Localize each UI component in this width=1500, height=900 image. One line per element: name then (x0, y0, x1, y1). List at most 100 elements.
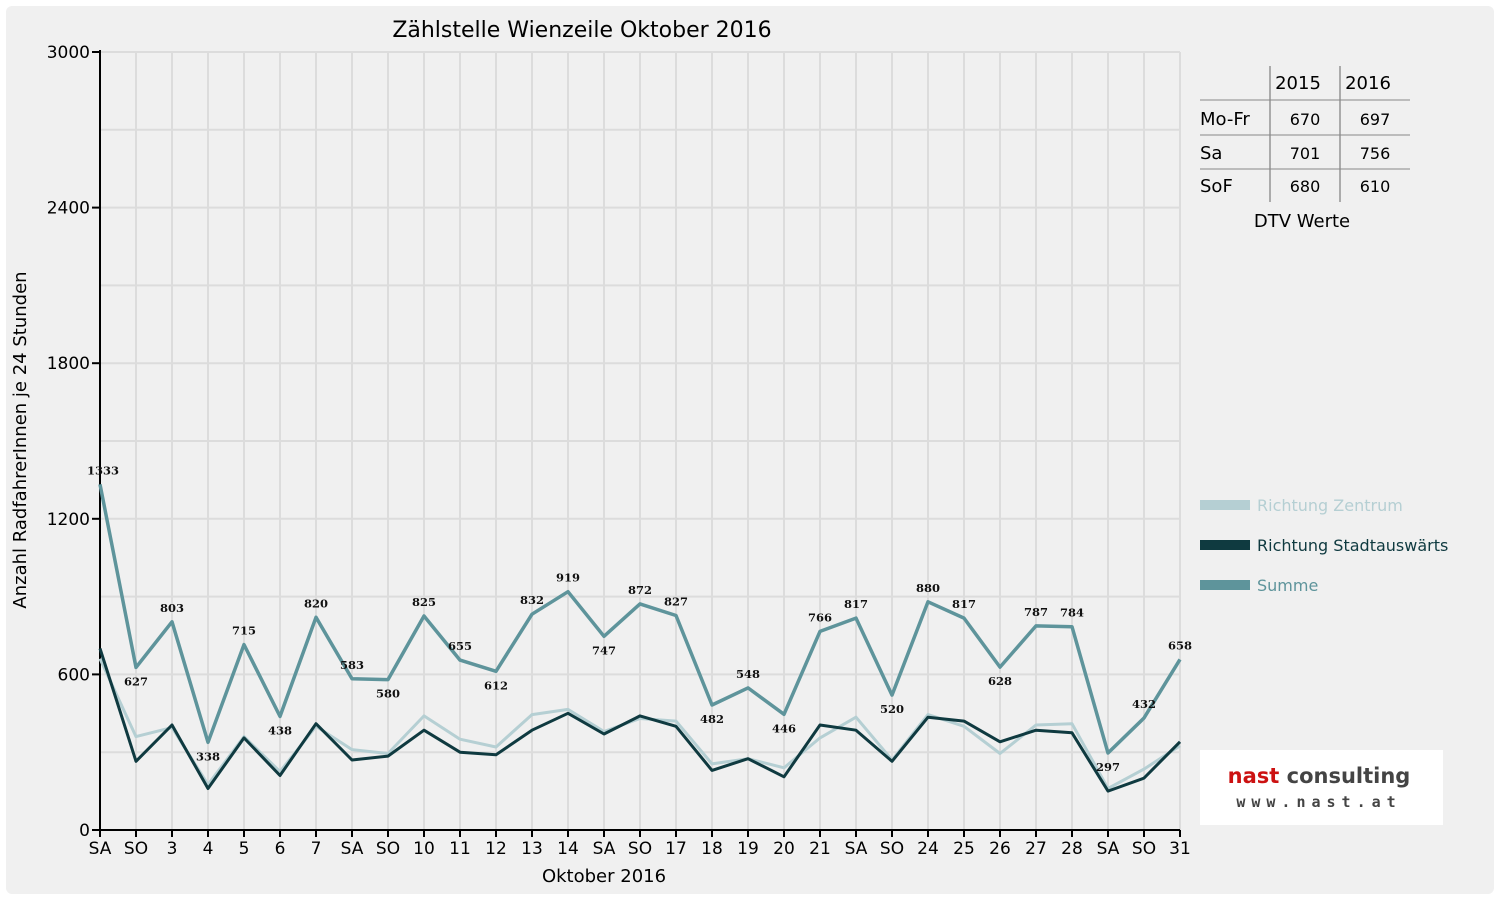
dtv-cell: 697 (1360, 110, 1391, 129)
x-tick-label: 25 (953, 839, 975, 859)
x-tick-label: 21 (809, 839, 831, 859)
data-label: 583 (340, 658, 364, 672)
x-tick-label: 5 (239, 839, 250, 859)
x-tick-label: 31 (1169, 839, 1191, 859)
series-line-stadtauswaerts (98, 648, 1182, 793)
x-tick-label: 7 (311, 839, 322, 859)
dtv-col-2015: 2015 (1275, 73, 1321, 94)
legend: Richtung Zentrum Richtung Stadtauswärts … (1200, 496, 1448, 595)
data-label: 919 (556, 571, 580, 585)
x-ticks: SA SO 3 4 5 6 7 SA SO 10 11 12 13 14 SA SO 17 18 19 20 21 SA S… (89, 830, 1191, 859)
x-tick-label: SO (376, 839, 400, 859)
data-label: 655 (448, 639, 472, 653)
x-tick-label: 10 (413, 839, 435, 859)
logo-wordmark: nast consulting (1228, 764, 1411, 788)
data-label: 715 (232, 624, 256, 638)
data-label: 580 (376, 687, 400, 701)
data-label: 747 (592, 643, 616, 657)
x-tick-label: SA (845, 839, 868, 859)
series-line-summe (98, 483, 1182, 755)
data-label: 820 (304, 596, 328, 610)
data-label: 482 (700, 712, 724, 726)
legend-label-zentrum: Richtung Zentrum (1257, 496, 1403, 515)
data-label: 817 (952, 597, 976, 611)
dtv-caption: DTV Werte (1254, 211, 1350, 232)
x-tick-label: 3 (167, 839, 178, 859)
data-label: 880 (916, 581, 940, 595)
data-label: 432 (1132, 697, 1156, 711)
dtv-cell: 756 (1360, 144, 1391, 163)
legend-label-summe: Summe (1257, 576, 1318, 595)
x-tick-label: 11 (449, 839, 471, 859)
dtv-row-label: SoF (1200, 176, 1233, 197)
x-tick-label: SO (880, 839, 904, 859)
x-tick-label: 12 (485, 839, 507, 859)
data-label: 1333 (87, 463, 119, 477)
y-tick-label: 3000 (47, 43, 90, 63)
dtv-col-2016: 2016 (1345, 73, 1391, 94)
x-tick-label: 20 (773, 839, 795, 859)
data-label: 438 (268, 723, 292, 737)
x-tick-label: SA (89, 839, 112, 859)
data-label: 827 (664, 595, 688, 609)
y-tick-label: 1800 (47, 354, 90, 374)
x-tick-label: SO (1132, 839, 1156, 859)
dtv-cell: 701 (1290, 144, 1321, 163)
data-label: 817 (844, 597, 868, 611)
y-tick-label: 1200 (47, 510, 90, 530)
logo-url: www.nast.at (1236, 793, 1401, 811)
data-label: 832 (520, 593, 544, 607)
x-tick-label: 19 (737, 839, 759, 859)
x-tick-label: 27 (1025, 839, 1047, 859)
x-tick-label: 26 (989, 839, 1011, 859)
grid (100, 51, 1181, 830)
data-label: 297 (1096, 760, 1120, 774)
x-tick-label: SA (341, 839, 364, 859)
data-label: 803 (160, 601, 184, 615)
x-tick-label: 4 (203, 839, 214, 859)
dtv-cell: 680 (1290, 177, 1321, 196)
data-label: 338 (196, 749, 220, 763)
legend-swatch-stadtauswaerts (1200, 540, 1250, 550)
legend-swatch-summe (1200, 580, 1250, 590)
dtv-cell: 670 (1290, 110, 1321, 129)
chart-title: Zählstelle Wienzeile Oktober 2016 (392, 18, 771, 43)
dtv-row-label: Mo-Fr (1200, 109, 1250, 130)
y-axis-label: Anzahl RadfahrerInnen je 24 Stunden (10, 271, 31, 608)
data-label: 627 (124, 674, 148, 688)
legend-label-stadtauswaerts: Richtung Stadtauswärts (1257, 536, 1448, 555)
logo-box (1200, 750, 1443, 825)
data-label: 658 (1168, 638, 1192, 652)
data-label: 548 (736, 667, 760, 681)
dtv-table: 2015 2016 Mo-Fr 670 697 Sa 701 756 SoF 6… (1200, 66, 1410, 232)
data-label: 766 (808, 610, 832, 624)
series-line-zentrum (98, 658, 1181, 790)
series-lines (98, 483, 1182, 793)
y-tick-label: 0 (79, 821, 90, 841)
data-label: 872 (628, 583, 652, 597)
data-label: 446 (772, 721, 796, 735)
y-tick-label: 2400 (47, 199, 90, 219)
dtv-cell: 610 (1360, 177, 1391, 196)
x-tick-label: 18 (701, 839, 723, 859)
data-label: 825 (412, 595, 436, 609)
x-axis-label: Oktober 2016 (542, 866, 666, 887)
x-tick-label: 6 (275, 839, 286, 859)
x-tick-label: SO (124, 839, 148, 859)
dtv-row-label: Sa (1200, 143, 1222, 164)
x-tick-label: SA (1097, 839, 1120, 859)
data-label: 520 (880, 702, 904, 716)
nast-consulting-logo: nast consulting www.nast.at (1200, 750, 1443, 825)
y-ticks: 0 600 1200 1800 2400 3000 (47, 43, 100, 841)
x-tick-label: SA (593, 839, 616, 859)
x-tick-label: 28 (1061, 839, 1083, 859)
x-tick-label: 17 (665, 839, 687, 859)
x-tick-label: 14 (557, 839, 579, 859)
x-tick-label: 24 (917, 839, 939, 859)
x-tick-label: SO (628, 839, 652, 859)
data-label: 784 (1060, 606, 1084, 620)
y-tick-label: 600 (58, 665, 90, 685)
data-labels: 1333 627 803 338 715 438 820 583 580 825 655 612 832… (87, 463, 1192, 774)
data-label: 612 (484, 678, 508, 692)
